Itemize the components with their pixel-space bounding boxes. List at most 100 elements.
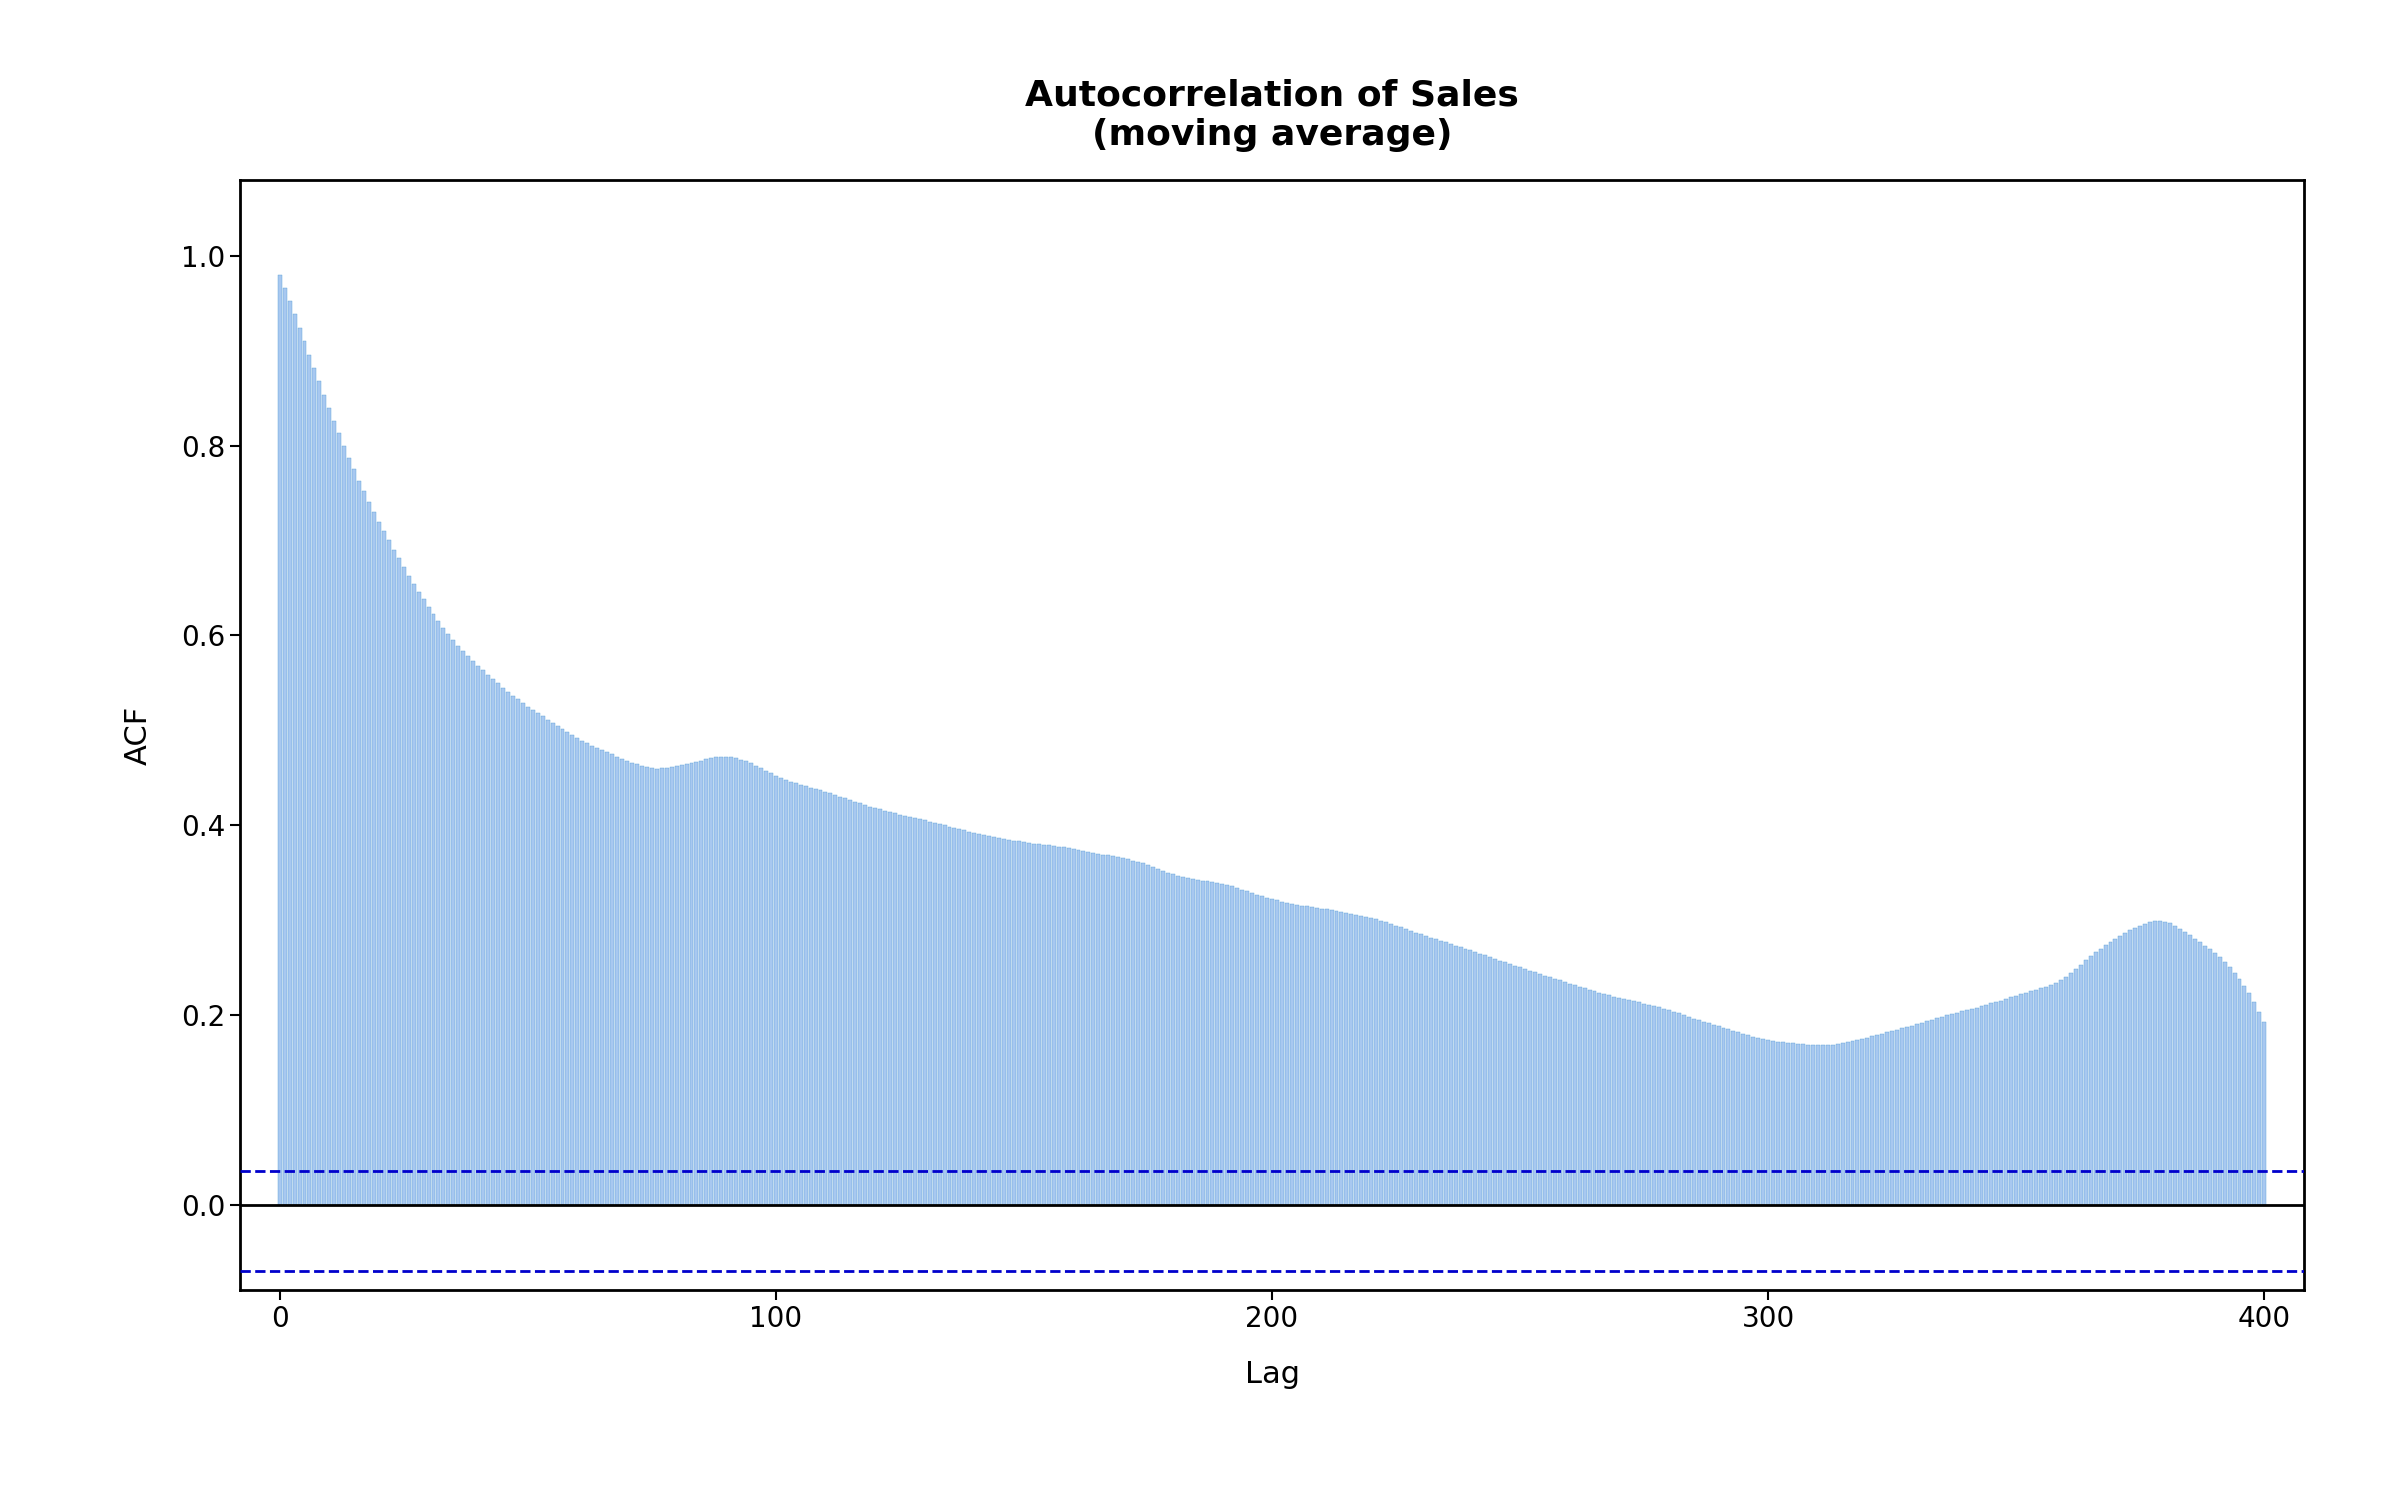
Bar: [689, 764, 694, 1204]
Bar: [1939, 1017, 1944, 1204]
Bar: [437, 621, 442, 1204]
Bar: [1205, 882, 1210, 1204]
Bar: [1464, 948, 1466, 1204]
Bar: [1370, 918, 1373, 1204]
Bar: [1781, 1042, 1786, 1205]
Bar: [864, 806, 866, 1204]
Bar: [2218, 957, 2222, 1204]
Bar: [1966, 1010, 1968, 1204]
Bar: [655, 768, 658, 1204]
Bar: [1538, 974, 1541, 1204]
Bar: [991, 837, 996, 1204]
Bar: [1870, 1036, 1874, 1205]
Bar: [2040, 988, 2042, 1204]
Bar: [1375, 920, 1378, 1204]
Bar: [492, 680, 494, 1204]
Bar: [526, 706, 530, 1204]
Bar: [1702, 1022, 1706, 1204]
Bar: [1344, 912, 1349, 1204]
Bar: [670, 766, 674, 1204]
Bar: [773, 776, 778, 1204]
Bar: [1627, 1000, 1632, 1204]
Bar: [386, 540, 391, 1204]
Bar: [535, 712, 540, 1204]
Bar: [2194, 939, 2196, 1204]
Bar: [854, 801, 857, 1204]
Bar: [1730, 1030, 1735, 1204]
Bar: [749, 764, 754, 1204]
Bar: [1226, 885, 1229, 1204]
Bar: [1980, 1007, 1982, 1204]
Bar: [929, 822, 931, 1204]
Bar: [1018, 842, 1020, 1204]
Bar: [1186, 878, 1190, 1204]
Bar: [480, 670, 485, 1204]
Bar: [422, 600, 425, 1204]
Bar: [1762, 1040, 1764, 1205]
Bar: [1200, 880, 1205, 1204]
Bar: [1334, 910, 1339, 1204]
Bar: [391, 549, 396, 1204]
Bar: [1582, 988, 1586, 1204]
Bar: [1930, 1020, 1934, 1204]
Bar: [475, 666, 480, 1204]
Bar: [1661, 1008, 1666, 1204]
Bar: [1145, 865, 1150, 1204]
Bar: [794, 783, 797, 1204]
Bar: [1836, 1044, 1841, 1205]
Bar: [1850, 1041, 1855, 1205]
Bar: [694, 762, 698, 1204]
Bar: [288, 302, 293, 1204]
Bar: [818, 790, 823, 1204]
Bar: [1879, 1034, 1884, 1205]
Bar: [1003, 839, 1006, 1204]
Bar: [2254, 1002, 2256, 1204]
Bar: [1805, 1044, 1810, 1205]
Bar: [1901, 1029, 1903, 1204]
Bar: [2054, 982, 2057, 1204]
Bar: [1812, 1046, 1814, 1205]
Bar: [2102, 945, 2107, 1204]
Bar: [2158, 921, 2162, 1204]
Bar: [1831, 1044, 1834, 1205]
Bar: [614, 756, 619, 1204]
Bar: [1687, 1017, 1690, 1204]
Bar: [1656, 1007, 1661, 1204]
Bar: [790, 782, 792, 1204]
Bar: [1301, 906, 1303, 1204]
Bar: [432, 614, 434, 1204]
Bar: [338, 433, 341, 1204]
Bar: [1502, 963, 1507, 1204]
Bar: [898, 815, 902, 1204]
Bar: [902, 816, 907, 1204]
Bar: [859, 804, 862, 1204]
Bar: [874, 808, 876, 1204]
Bar: [1795, 1044, 1800, 1205]
Bar: [1637, 1002, 1642, 1204]
Bar: [1092, 852, 1094, 1204]
Bar: [545, 720, 550, 1204]
Bar: [2184, 932, 2186, 1204]
Bar: [1255, 894, 1260, 1204]
Title: Autocorrelation of Sales
(moving average): Autocorrelation of Sales (moving average…: [1025, 80, 1519, 153]
Bar: [326, 408, 331, 1204]
Bar: [343, 446, 346, 1204]
Bar: [962, 831, 967, 1204]
Bar: [1306, 906, 1308, 1204]
Bar: [1438, 940, 1442, 1204]
Bar: [1915, 1024, 1920, 1204]
Bar: [1116, 858, 1121, 1204]
Bar: [377, 522, 382, 1204]
Bar: [367, 501, 372, 1204]
Bar: [590, 746, 595, 1204]
Bar: [1697, 1020, 1702, 1204]
Bar: [2177, 928, 2182, 1204]
Bar: [1618, 998, 1622, 1204]
Bar: [1558, 981, 1562, 1204]
Bar: [1766, 1041, 1771, 1205]
Bar: [1102, 855, 1106, 1204]
Bar: [1646, 1005, 1651, 1204]
Bar: [396, 558, 401, 1204]
Bar: [540, 717, 545, 1204]
Bar: [1190, 879, 1195, 1204]
